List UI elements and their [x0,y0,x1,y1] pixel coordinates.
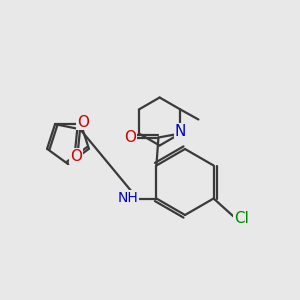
Text: O: O [77,115,89,130]
Text: Cl: Cl [234,211,249,226]
Text: N: N [175,124,186,139]
Text: NH: NH [118,190,139,205]
Text: O: O [124,130,136,145]
Text: O: O [70,149,82,164]
